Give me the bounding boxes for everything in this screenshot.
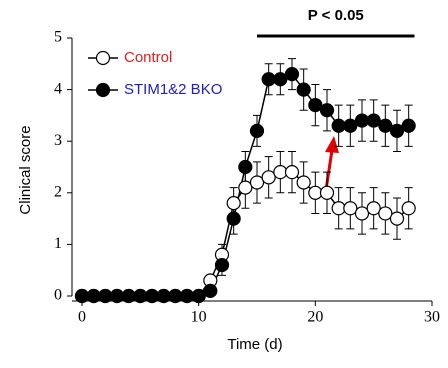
marker bbox=[401, 118, 416, 133]
significance-label: P < 0.05 bbox=[308, 7, 364, 24]
marker bbox=[296, 175, 311, 190]
y-tick-label: 3 bbox=[54, 132, 62, 149]
marker bbox=[156, 288, 171, 304]
legend-label: STIM1&2 BKO bbox=[124, 81, 222, 98]
marker bbox=[191, 288, 206, 304]
marker bbox=[121, 288, 136, 304]
marker bbox=[261, 170, 276, 185]
marker bbox=[133, 288, 148, 304]
marker bbox=[296, 82, 311, 97]
marker bbox=[249, 123, 265, 138]
marker bbox=[389, 123, 405, 138]
x-axis-label: Time (d) bbox=[227, 336, 282, 353]
y-tick-label: 1 bbox=[54, 235, 62, 252]
marker bbox=[331, 118, 346, 133]
marker bbox=[284, 165, 300, 180]
marker bbox=[319, 185, 335, 200]
y-tick-label: 5 bbox=[54, 29, 62, 46]
marker bbox=[168, 288, 183, 304]
marker bbox=[261, 72, 276, 87]
marker bbox=[366, 113, 381, 128]
marker bbox=[249, 175, 265, 190]
legend-marker bbox=[95, 82, 111, 98]
marker bbox=[366, 201, 381, 216]
marker bbox=[109, 288, 125, 304]
x-tick-label: 20 bbox=[307, 309, 323, 326]
marker bbox=[354, 206, 370, 221]
marker bbox=[401, 201, 416, 216]
marker bbox=[179, 288, 195, 304]
marker bbox=[74, 288, 90, 304]
marker bbox=[226, 196, 241, 211]
legend-label: Control bbox=[124, 49, 172, 66]
marker bbox=[308, 185, 323, 200]
marker bbox=[98, 288, 113, 304]
marker bbox=[378, 118, 393, 133]
marker bbox=[238, 159, 253, 175]
marker bbox=[226, 211, 241, 226]
x-tick-label: 0 bbox=[78, 309, 86, 326]
marker bbox=[343, 201, 358, 216]
marker bbox=[331, 201, 346, 216]
x-tick-label: 10 bbox=[191, 309, 207, 326]
y-tick-label: 4 bbox=[54, 80, 62, 97]
marker bbox=[389, 211, 405, 226]
marker bbox=[203, 283, 218, 298]
marker bbox=[214, 257, 230, 273]
y-axis-label: Clinical score bbox=[17, 125, 34, 214]
marker bbox=[378, 206, 393, 221]
marker bbox=[284, 67, 300, 82]
x-tick-label: 30 bbox=[424, 309, 440, 326]
marker bbox=[144, 288, 160, 304]
marker bbox=[273, 72, 288, 87]
marker bbox=[238, 180, 253, 195]
marker bbox=[273, 165, 288, 180]
legend-marker bbox=[95, 50, 111, 66]
y-tick-label: 2 bbox=[54, 183, 62, 200]
marker bbox=[343, 118, 358, 133]
marker bbox=[354, 113, 370, 128]
y-tick-label: 0 bbox=[54, 287, 62, 304]
marker bbox=[319, 103, 335, 118]
marker bbox=[308, 97, 323, 113]
marker bbox=[86, 288, 101, 304]
